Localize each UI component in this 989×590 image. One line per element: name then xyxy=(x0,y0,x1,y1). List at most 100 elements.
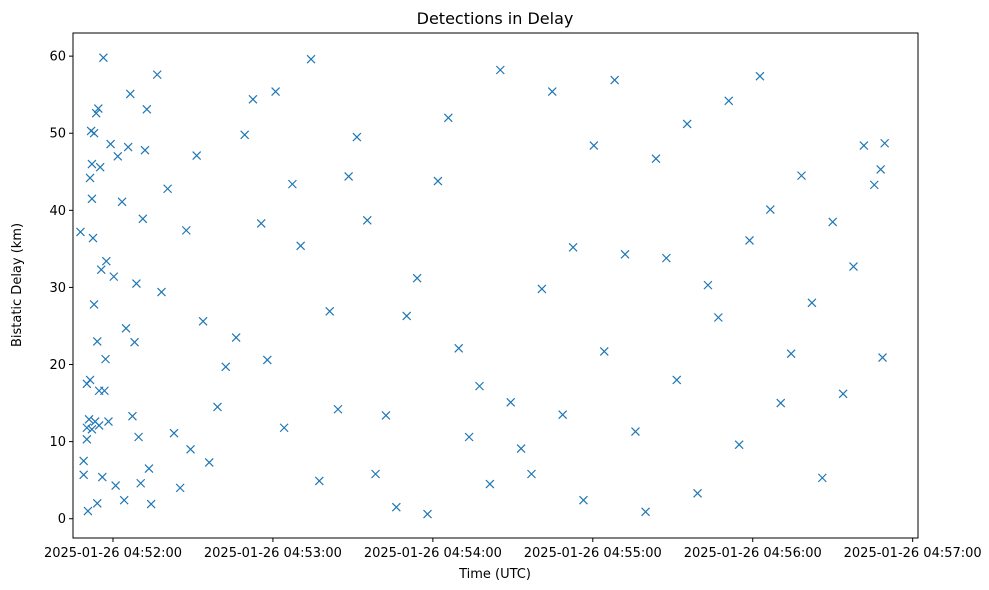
data-point-marker xyxy=(475,381,484,391)
data-point-marker xyxy=(325,306,335,316)
data-point-marker xyxy=(76,227,85,237)
data-point-marker xyxy=(599,346,609,356)
data-point-marker xyxy=(79,456,89,466)
data-point-marker xyxy=(119,495,129,505)
data-point-marker xyxy=(140,145,150,155)
y-tick-label: 50 xyxy=(49,127,66,142)
data-point-marker xyxy=(828,217,838,227)
data-point-marker xyxy=(136,478,146,488)
data-point-marker xyxy=(89,299,99,309)
data-point-marker xyxy=(138,214,148,224)
data-point-marker xyxy=(181,225,191,235)
data-point-marker xyxy=(134,432,143,442)
data-point-marker xyxy=(287,179,297,189)
data-point-marker xyxy=(92,498,102,508)
data-point-marker xyxy=(620,249,630,259)
data-point-marker xyxy=(537,284,547,294)
data-point-marker xyxy=(92,336,102,346)
data-point-marker xyxy=(755,71,765,81)
data-point-marker xyxy=(240,130,250,140)
data-point-marker xyxy=(128,411,137,421)
data-point-marker xyxy=(776,398,786,408)
data-point-marker xyxy=(371,469,380,479)
data-point-marker xyxy=(724,96,734,106)
data-point-marker xyxy=(381,410,391,420)
data-point-marker xyxy=(412,273,422,283)
x-tick-label: 2025-01-26 04:56:00 xyxy=(684,546,822,561)
data-point-marker xyxy=(495,65,505,75)
y-tick-label: 20 xyxy=(49,358,66,373)
data-point-marker xyxy=(198,316,208,326)
x-tick-label: 2025-01-26 04:55:00 xyxy=(524,546,662,561)
data-point-marker xyxy=(797,171,806,181)
data-point-marker xyxy=(89,128,99,138)
data-point-marker xyxy=(423,509,432,519)
data-point-marker xyxy=(838,389,848,399)
data-point-marker xyxy=(93,104,103,113)
data-point-marker xyxy=(91,108,101,118)
data-point-marker xyxy=(631,427,640,437)
data-point-marker xyxy=(101,354,110,364)
data-point-marker xyxy=(271,87,281,97)
data-point-marker xyxy=(589,141,599,150)
x-tick-label: 2025-01-26 04:53:00 xyxy=(204,546,342,561)
data-point-marker xyxy=(144,464,154,474)
axes-frame xyxy=(72,32,919,539)
data-point-marker xyxy=(95,162,105,172)
data-point-marker xyxy=(306,54,316,64)
data-point-marker xyxy=(713,313,723,322)
markers-layer xyxy=(76,53,890,519)
data-point-marker xyxy=(296,241,306,251)
data-point-marker xyxy=(113,151,123,161)
data-point-marker xyxy=(83,506,93,516)
y-tick-label: 0 xyxy=(58,512,66,527)
data-point-marker xyxy=(204,458,214,467)
data-point-marker xyxy=(876,165,886,174)
x-tick-label: 2025-01-26 04:57:00 xyxy=(844,546,982,561)
data-point-marker xyxy=(94,421,104,430)
data-point-marker xyxy=(175,483,185,493)
data-point-marker xyxy=(279,423,289,433)
data-point-marker xyxy=(807,298,817,308)
y-tick-label: 30 xyxy=(49,281,66,296)
data-point-marker xyxy=(765,205,775,214)
data-point-marker xyxy=(142,104,152,114)
x-axis-label: Time (UTC) xyxy=(458,567,531,582)
data-point-marker xyxy=(506,397,516,407)
data-point-marker xyxy=(849,262,858,272)
data-point-marker xyxy=(121,323,131,333)
y-axis-ticks: 0 10 20 30 40 50 60 xyxy=(49,50,73,527)
data-point-marker xyxy=(157,287,166,297)
data-point-marker xyxy=(101,256,111,266)
data-point-marker xyxy=(693,488,702,498)
data-point-marker xyxy=(878,353,887,363)
data-point-marker xyxy=(672,375,682,385)
data-point-marker xyxy=(256,219,266,228)
data-point-marker xyxy=(703,280,713,290)
data-point-marker xyxy=(97,472,107,482)
data-point-marker xyxy=(85,375,95,385)
data-point-marker xyxy=(192,151,202,161)
x-tick-label: 2025-01-26 04:54:00 xyxy=(364,546,502,561)
y-tick-label: 40 xyxy=(49,204,66,219)
data-point-marker xyxy=(169,428,179,438)
data-point-marker xyxy=(651,154,661,164)
data-point-marker xyxy=(352,132,362,142)
data-point-marker xyxy=(104,417,113,427)
data-point-marker xyxy=(79,470,89,480)
data-point-marker xyxy=(745,235,754,245)
data-point-marker xyxy=(734,440,744,450)
data-point-marker xyxy=(125,89,135,99)
data-point-marker xyxy=(87,159,97,169)
data-point-marker xyxy=(402,311,412,321)
data-point-marker xyxy=(817,473,827,483)
data-point-marker xyxy=(391,502,401,512)
data-point-marker xyxy=(130,337,140,347)
data-point-marker xyxy=(579,495,588,505)
data-point-marker xyxy=(117,197,127,207)
data-point-marker xyxy=(262,355,272,365)
y-tick-label: 10 xyxy=(49,435,66,450)
data-point-marker xyxy=(109,272,119,282)
data-point-marker xyxy=(132,279,141,288)
